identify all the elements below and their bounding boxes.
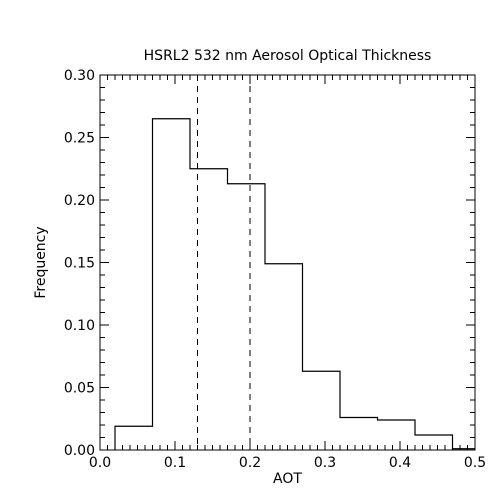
histogram-bin <box>190 169 228 450</box>
histogram-bin <box>115 426 153 450</box>
y-tick-label: 0.15 <box>64 256 95 272</box>
y-tick-label: 0.20 <box>64 193 95 209</box>
x-tick-label: 0.1 <box>164 455 186 471</box>
y-tick-label: 0.00 <box>64 443 95 459</box>
histogram-bin <box>228 184 266 450</box>
plot-frame <box>99 74 476 451</box>
y-tick-label: 0.05 <box>64 381 95 397</box>
chart-title: HSRL2 532 nm Aerosol Optical Thickness <box>144 48 432 64</box>
histogram-outline <box>114 118 475 450</box>
x-tick-label: 0.0 <box>89 455 111 471</box>
x-axis-label: AOT <box>273 471 302 487</box>
y-tick-label: 0.10 <box>64 318 95 334</box>
x-tick-label: 0.2 <box>239 455 261 471</box>
x-tick-label: 0.3 <box>314 455 336 471</box>
x-tick-label: 0.5 <box>464 455 486 471</box>
histogram-bin <box>415 435 453 450</box>
y-tick-label: 0.30 <box>64 68 95 84</box>
histogram-bin <box>265 264 303 450</box>
histogram-bin <box>340 418 378 451</box>
y-tick-label: 0.25 <box>64 131 95 147</box>
histogram-bin <box>378 420 416 450</box>
y-axis-label: Frequency <box>33 226 49 298</box>
histogram-bin <box>153 119 191 450</box>
x-tick-label: 0.4 <box>389 455 411 471</box>
histogram-bin <box>303 371 341 450</box>
